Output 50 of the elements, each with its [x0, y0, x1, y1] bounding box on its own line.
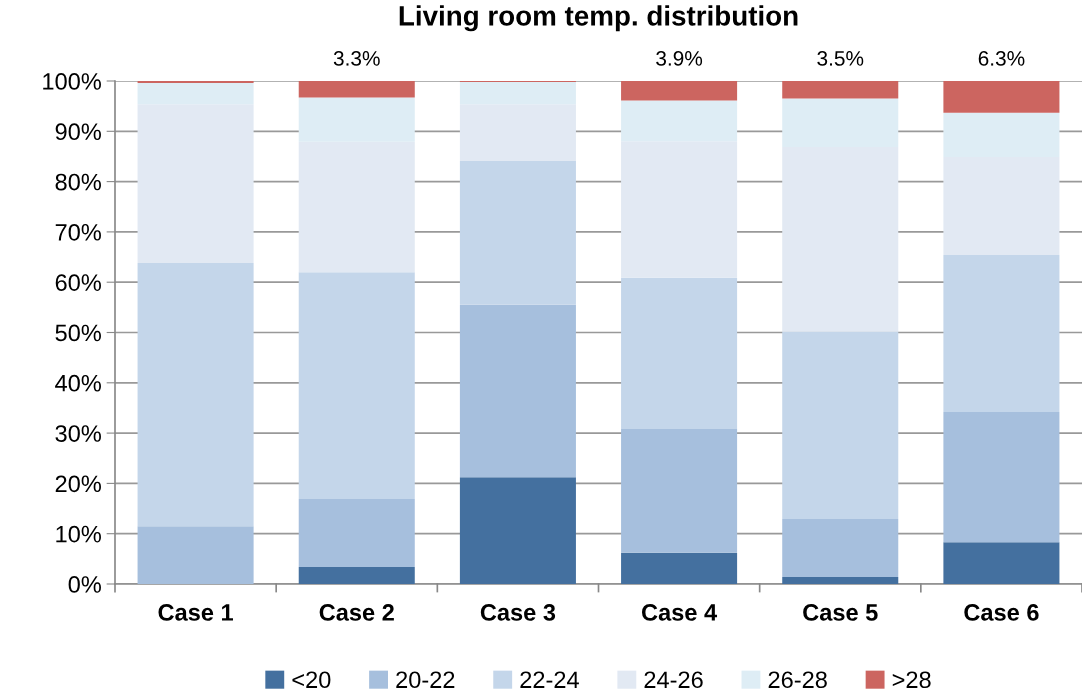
- bar: [782, 81, 899, 99]
- y-tick-label: 40%: [55, 374, 101, 392]
- y-tick-label: 80%: [55, 173, 101, 191]
- x-tick-label: Case 6: [964, 604, 1039, 621]
- y-tick-label: 20%: [55, 475, 101, 493]
- bar: [943, 411, 1060, 543]
- y-tick-label: 0%: [68, 576, 101, 593]
- bar: [137, 263, 254, 527]
- data-label: 3.3%: [333, 51, 380, 66]
- x-tick-label: Case 4: [641, 604, 718, 621]
- bar: [298, 566, 415, 584]
- y-tick-label: 90%: [55, 123, 101, 141]
- y-tick-label: 10%: [56, 525, 101, 543]
- legend-label: 22-24: [520, 671, 579, 688]
- bar: [137, 81, 254, 84]
- x-tick-label: Case 1: [158, 604, 233, 621]
- bar: [459, 477, 576, 584]
- bar: [782, 331, 899, 520]
- bar: [782, 519, 899, 577]
- bar: [621, 552, 738, 584]
- y-tick-label: 100%: [43, 73, 101, 90]
- bar: [621, 429, 738, 553]
- bar: [459, 160, 576, 305]
- data-label: 3.9%: [656, 51, 703, 66]
- bar: [943, 542, 1060, 584]
- legend-label: 26-28: [768, 671, 827, 689]
- legend-label: 20-22: [396, 671, 455, 689]
- legend-label: 24-26: [644, 671, 703, 689]
- y-tick-label: 70%: [55, 223, 101, 241]
- x-tick-label: Case 2: [319, 604, 394, 621]
- bar: [298, 272, 415, 499]
- y-tick-label: 50%: [55, 324, 101, 342]
- x-tick-label: Case 5: [803, 604, 878, 621]
- x-tick-label: Case 3: [480, 604, 556, 621]
- y-tick-label: 60%: [55, 274, 101, 291]
- bar: [943, 81, 1060, 113]
- legend-label: <20: [292, 671, 331, 689]
- data-label: 3.5%: [817, 51, 864, 66]
- bar: [782, 576, 899, 584]
- data-label: 6.3%: [978, 51, 1025, 66]
- bar: [298, 498, 415, 567]
- bar: [298, 81, 415, 98]
- bar: [459, 304, 576, 478]
- legend-label: >28: [892, 671, 931, 689]
- bar: [943, 255, 1060, 412]
- y-tick-label: 30%: [55, 425, 101, 442]
- bar: [621, 81, 738, 101]
- chart-title: Living room temp. distribution: [399, 5, 798, 32]
- bar: [137, 526, 254, 584]
- bar: [621, 277, 738, 430]
